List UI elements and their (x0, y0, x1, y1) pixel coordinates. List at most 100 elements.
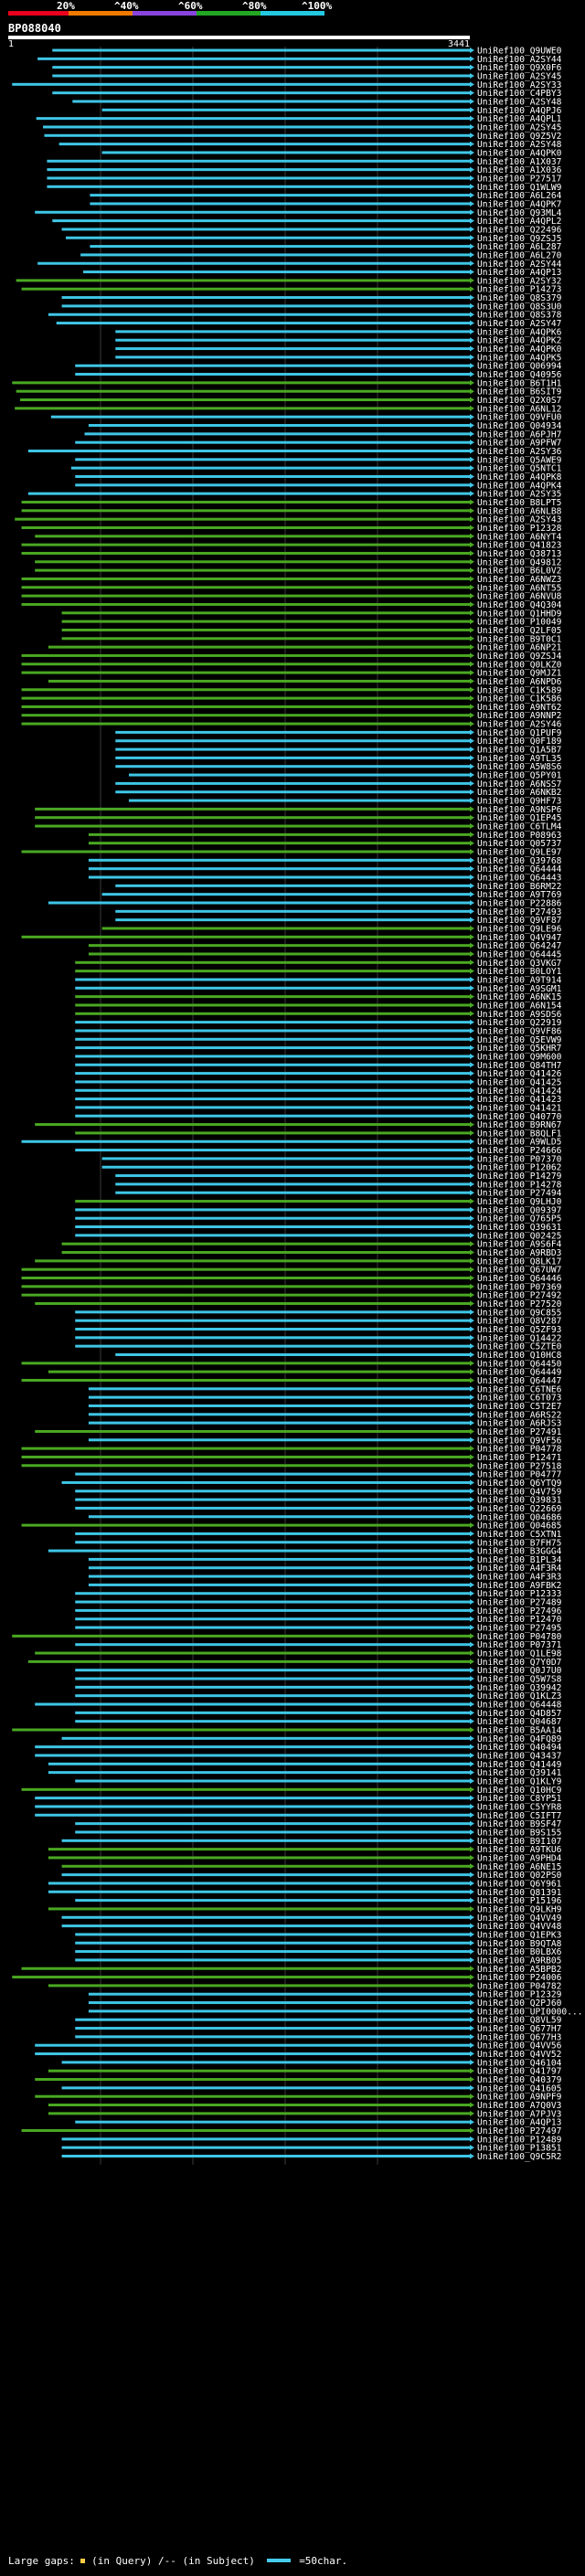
hit-row: UniRef100_P27493 (115, 907, 562, 917)
hit-arrow (470, 1838, 474, 1844)
hit-bar (20, 398, 471, 402)
hit-row: UniRef100_Q677H3 (75, 2032, 562, 2042)
legend-query-gap: (in Query) (91, 2554, 153, 2567)
hit-row: UniRef100_Q4VV52 (35, 2050, 561, 2060)
hit-bar (61, 1839, 470, 1842)
scale-bar-orange (69, 11, 133, 16)
hit-label: UniRef100_A2SY46 (477, 720, 562, 730)
hit-bar (61, 2086, 470, 2090)
hit-arrow (470, 371, 474, 377)
hit-row: UniRef100_Q1LE98 (35, 1649, 562, 1659)
hit-label: UniRef100_Q0LKZ0 (477, 660, 562, 670)
hit-label: UniRef100_Q64443 (477, 874, 562, 884)
hit-bar (88, 1992, 470, 1996)
hit-bar (128, 773, 471, 777)
hit-row: UniRef100_Q41426 (75, 1069, 562, 1079)
hit-row: UniRef100_P27495 (75, 1624, 561, 1634)
hit-bar (75, 1021, 470, 1024)
hit-bar (101, 927, 471, 930)
hit-label: UniRef100_Q2X0S7 (477, 396, 562, 406)
hit-arrow (470, 1803, 474, 1809)
hit-row: UniRef100_A6L264 (90, 191, 562, 201)
hit-bar (75, 1608, 470, 1612)
hit-arrow (470, 345, 474, 352)
hit-bar (35, 1797, 471, 1800)
scale-label-40: ^40% (114, 0, 139, 12)
hit-bar (48, 1984, 471, 1988)
hit-label: UniRef100_P22886 (477, 899, 562, 909)
hit-row: UniRef100_Q41425 (75, 1077, 561, 1087)
hit-arrow (470, 1155, 474, 1161)
hit-label: UniRef100_Q46104 (477, 2058, 562, 2068)
hit-bar (88, 1515, 470, 1519)
hit-bar (16, 279, 470, 282)
hit-row: UniRef100_Q67UW7 (21, 1266, 562, 1276)
hit-row: UniRef100_B9I107 (61, 1837, 562, 1847)
hit-bar (75, 1541, 470, 1544)
hit-label: UniRef100_Q5PY01 (477, 771, 562, 781)
hit-label: UniRef100_A9RB05 (477, 1956, 561, 1966)
hit-label: UniRef100_Q8LK17 (477, 1256, 562, 1267)
hit-bar (88, 1421, 470, 1425)
hit-row: UniRef100_Q10HC8 (115, 1351, 562, 1361)
hit-bar (21, 850, 471, 853)
hit-bar (58, 143, 470, 146)
hit-row: UniRef100_C1K586 (21, 694, 562, 705)
hit-row: UniRef100_A6NKB2 (115, 788, 561, 798)
hit-row: UniRef100_A4QPL2 (52, 217, 561, 227)
hit-bar (75, 1669, 470, 1672)
hit-arrow (470, 729, 474, 736)
hit-arrow (470, 64, 474, 70)
hit-row: UniRef100_Q4Q304 (21, 600, 562, 610)
hit-arrow (470, 175, 474, 181)
hit-row: UniRef100_A9NPF9 (35, 2093, 562, 2103)
hit-bar (75, 1328, 470, 1330)
hit-label: UniRef100_A6NK15 (477, 992, 561, 1002)
hit-row: UniRef100_A7Q0V3 (48, 2101, 562, 2111)
hit-row: UniRef100_Q9C5R2 (61, 2152, 561, 2162)
hit-bar (75, 1617, 470, 1621)
hit-arrow (470, 1011, 474, 1017)
hit-arrow (470, 1556, 474, 1563)
hit-label: UniRef100_B9T0C1 (477, 634, 562, 644)
hit-label: UniRef100_Q9M600 (477, 1052, 562, 1062)
hit-label: UniRef100_A9TL35 (477, 754, 561, 764)
hit-row: UniRef100_Q39831 (75, 1496, 562, 1506)
hit-row: UniRef100_C4PBY3 (52, 89, 562, 99)
hit-arrow (470, 993, 474, 1000)
hit-bar (27, 1659, 471, 1663)
hit-arrow (470, 1956, 474, 1963)
hit-label: UniRef100_P27492 (477, 1291, 561, 1301)
hit-arrow (470, 277, 474, 283)
hit-row: UniRef100_A2SY46 (21, 720, 562, 730)
hit-arrow (470, 1206, 474, 1213)
hit-label: UniRef100_A6NVU8 (477, 592, 562, 602)
hit-bar (128, 799, 471, 802)
hit-arrow (470, 1999, 474, 2006)
hit-arrow (470, 1513, 474, 1520)
hit-row: UniRef100_Q8VL59 (75, 2016, 562, 2026)
hit-bar (75, 440, 470, 444)
hit-label: UniRef100_Q93ML4 (477, 208, 562, 218)
hit-bar (35, 2052, 471, 2056)
hit-arrow (470, 1564, 474, 1571)
hit-arrow (470, 1267, 474, 1273)
hit-label: UniRef100_Q43437 (477, 1752, 562, 1762)
hit-arrow (470, 2145, 474, 2151)
hit-bar (12, 381, 471, 385)
hit-arrow (470, 1982, 474, 1988)
hit-arrow (470, 686, 474, 693)
hit-label: UniRef100_Q0J7U0 (477, 1666, 562, 1676)
hit-row: UniRef100_Q39631 (75, 1223, 562, 1233)
hit-row: UniRef100_Q4V947 (21, 933, 562, 943)
hit-label: UniRef100_UPI0000... (477, 2007, 583, 2017)
hit-row: UniRef100_Q43437 (35, 1752, 562, 1762)
hit-arrow (470, 908, 474, 915)
hit-arrow (470, 1974, 474, 1980)
hit-label: UniRef100_C1K586 (477, 694, 562, 705)
hit-arrow (470, 440, 474, 446)
hit-bar (35, 1702, 471, 1706)
hit-arrow (470, 1923, 474, 1929)
hit-row: UniRef100_P04780 (12, 1632, 562, 1642)
hit-bar (115, 739, 471, 743)
